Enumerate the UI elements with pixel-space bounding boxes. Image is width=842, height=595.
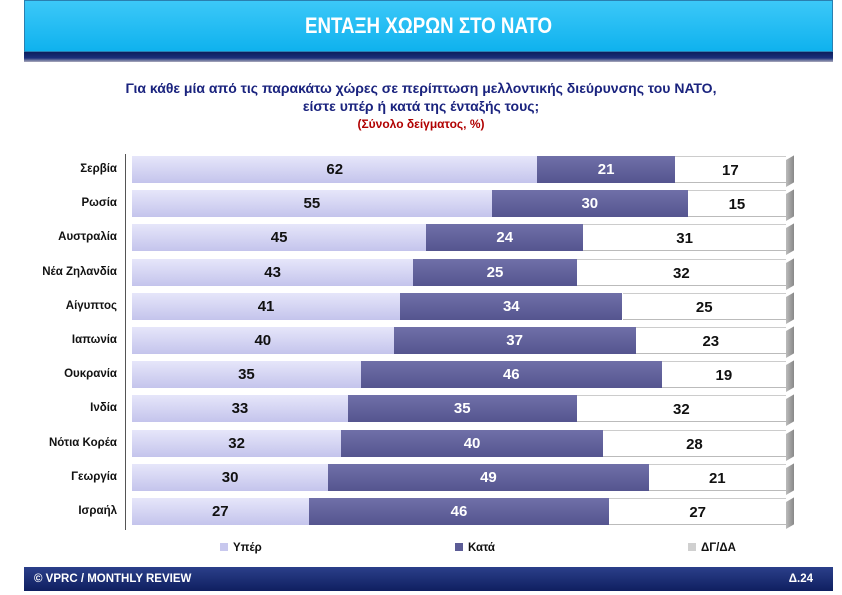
category-label: Ινδία bbox=[90, 402, 117, 415]
category-label: Γεωργία bbox=[71, 470, 117, 483]
bar-for: 41 bbox=[132, 292, 401, 320]
bar-against: 40 bbox=[341, 429, 603, 457]
bar-dk: 15 bbox=[687, 190, 786, 218]
bar-for: 35 bbox=[132, 361, 361, 389]
legend-swatch bbox=[455, 543, 463, 551]
bar-side-shading bbox=[786, 189, 794, 222]
page-number: Δ.24 bbox=[788, 573, 813, 585]
bar-dk: 28 bbox=[602, 429, 786, 457]
bar-side-shading bbox=[786, 463, 794, 495]
bar-side-shading bbox=[786, 326, 794, 358]
bar-side-shading bbox=[786, 360, 794, 393]
legend-item: Κατά bbox=[455, 542, 495, 554]
bar-dk: 25 bbox=[622, 292, 786, 320]
legend-label: Υπέρ bbox=[233, 542, 262, 554]
category-label: Αυστραλία bbox=[58, 231, 117, 244]
bar-for: 32 bbox=[132, 429, 342, 457]
bar-side-shading bbox=[786, 497, 794, 529]
legend-label: ΔΓ/ΔΑ bbox=[701, 542, 736, 554]
bar-side-shading bbox=[786, 257, 794, 290]
bar-dk: 19 bbox=[661, 361, 786, 389]
bar-for: 33 bbox=[132, 395, 348, 423]
bar-against: 24 bbox=[426, 224, 584, 252]
category-label: Αίγυπτος bbox=[65, 299, 117, 312]
header-stripe bbox=[24, 52, 833, 62]
bar-dk: 31 bbox=[583, 224, 786, 252]
footer-bar: © VPRC / MONTHLY REVIEW Δ.24 bbox=[24, 567, 833, 591]
bar-dk: 32 bbox=[576, 395, 786, 423]
bar-against: 21 bbox=[537, 156, 675, 183]
category-label: Νότια Κορέα bbox=[48, 436, 117, 449]
category-axis bbox=[125, 154, 126, 530]
bar-against: 34 bbox=[400, 292, 623, 320]
bar-dk: 32 bbox=[576, 258, 786, 286]
bar-against: 35 bbox=[347, 395, 577, 423]
bar-dk: 23 bbox=[635, 327, 786, 354]
bar-for: 55 bbox=[132, 190, 492, 218]
legend-swatch bbox=[688, 543, 696, 551]
bar-for: 62 bbox=[132, 156, 538, 183]
category-label: Ιαπωνία bbox=[71, 334, 117, 346]
category-label: Σερβία bbox=[80, 163, 117, 175]
legend-swatch bbox=[220, 543, 228, 551]
bar-side-shading bbox=[786, 428, 794, 461]
page-title: ΕΝΤΑΞΗ ΧΩΡΩΝ ΣΤΟ ΝΑΤΟ bbox=[304, 13, 553, 38]
bar-for: 40 bbox=[132, 327, 394, 354]
bar-against: 37 bbox=[393, 327, 636, 354]
bar-against: 46 bbox=[360, 361, 662, 389]
question-line-1: Για κάθε μία από τις παρακάτω χώρες σε π… bbox=[125, 80, 717, 96]
bar-side-shading bbox=[786, 155, 794, 187]
question-line-2: είστε υπέρ ή κατά της ένταξής τους; bbox=[302, 98, 540, 114]
header-banner: ΕΝΤΑΞΗ ΧΩΡΩΝ ΣΤΟ ΝΑΤΟ bbox=[24, 0, 833, 52]
bar-for: 27 bbox=[132, 498, 309, 525]
bar-dk: 17 bbox=[674, 156, 786, 183]
bar-for: 30 bbox=[132, 463, 329, 491]
category-label: Ρωσία bbox=[81, 197, 117, 210]
bar-against: 25 bbox=[413, 258, 577, 286]
bar-side-shading bbox=[786, 394, 794, 427]
bar-against: 46 bbox=[308, 498, 610, 525]
bar-side-shading bbox=[786, 223, 794, 256]
bar-against: 30 bbox=[491, 190, 688, 218]
category-label: Νέα Ζηλανδία bbox=[42, 265, 117, 278]
category-label: Ισραήλ bbox=[78, 505, 117, 517]
legend-label: Κατά bbox=[468, 542, 495, 554]
footer-copyright: © VPRC / MONTHLY REVIEW bbox=[34, 573, 192, 585]
bar-dk: 21 bbox=[648, 463, 786, 491]
bar-side-shading bbox=[786, 292, 794, 324]
question-note: (Σύνολο δείγματος, %) bbox=[357, 117, 485, 131]
legend-item: Υπέρ bbox=[220, 542, 262, 554]
bar-against: 49 bbox=[328, 463, 649, 491]
bar-for: 43 bbox=[132, 258, 414, 286]
bar-dk: 27 bbox=[609, 498, 786, 525]
legend-item: ΔΓ/ΔΑ bbox=[688, 542, 736, 554]
bar-for: 45 bbox=[132, 224, 427, 252]
category-label: Ουκρανία bbox=[64, 368, 117, 381]
